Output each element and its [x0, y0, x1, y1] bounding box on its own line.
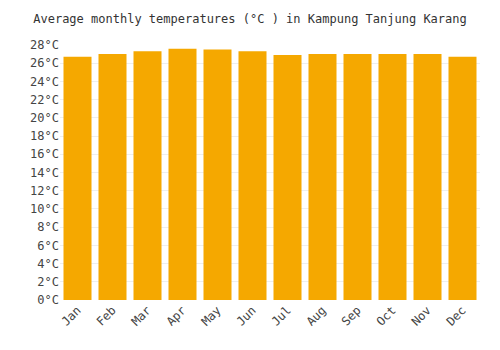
svg-text:16°C: 16°C [30, 147, 59, 161]
svg-text:2°C: 2°C [37, 275, 59, 289]
svg-text:20°C: 20°C [30, 111, 59, 125]
svg-text:4°C: 4°C [37, 257, 59, 271]
svg-text:Mar: Mar [129, 303, 154, 328]
svg-text:Sep: Sep [339, 303, 364, 328]
svg-text:Dec: Dec [444, 303, 469, 328]
svg-text:24°C: 24°C [30, 75, 59, 89]
svg-text:14°C: 14°C [30, 166, 59, 180]
svg-text:Nov: Nov [409, 303, 434, 328]
svg-text:6°C: 6°C [37, 239, 59, 253]
svg-text:26°C: 26°C [30, 56, 59, 70]
svg-text:Apr: Apr [164, 303, 189, 328]
svg-text:Aug: Aug [304, 303, 329, 328]
svg-text:12°C: 12°C [30, 184, 59, 198]
svg-text:Oct: Oct [374, 303, 399, 328]
svg-text:Jul: Jul [269, 303, 294, 328]
svg-text:Jun: Jun [234, 303, 259, 328]
svg-text:10°C: 10°C [30, 202, 59, 216]
svg-text:8°C: 8°C [37, 220, 59, 234]
svg-text:Average monthly temperatures (: Average monthly temperatures (°C ) in Ka… [33, 12, 466, 26]
svg-text:May: May [199, 303, 224, 328]
svg-text:18°C: 18°C [30, 129, 59, 143]
svg-text:28°C: 28°C [30, 38, 59, 52]
svg-text:0°C: 0°C [37, 293, 59, 307]
svg-text:Feb: Feb [94, 303, 119, 328]
svg-text:22°C: 22°C [30, 93, 59, 107]
svg-text:Jan: Jan [59, 303, 84, 328]
